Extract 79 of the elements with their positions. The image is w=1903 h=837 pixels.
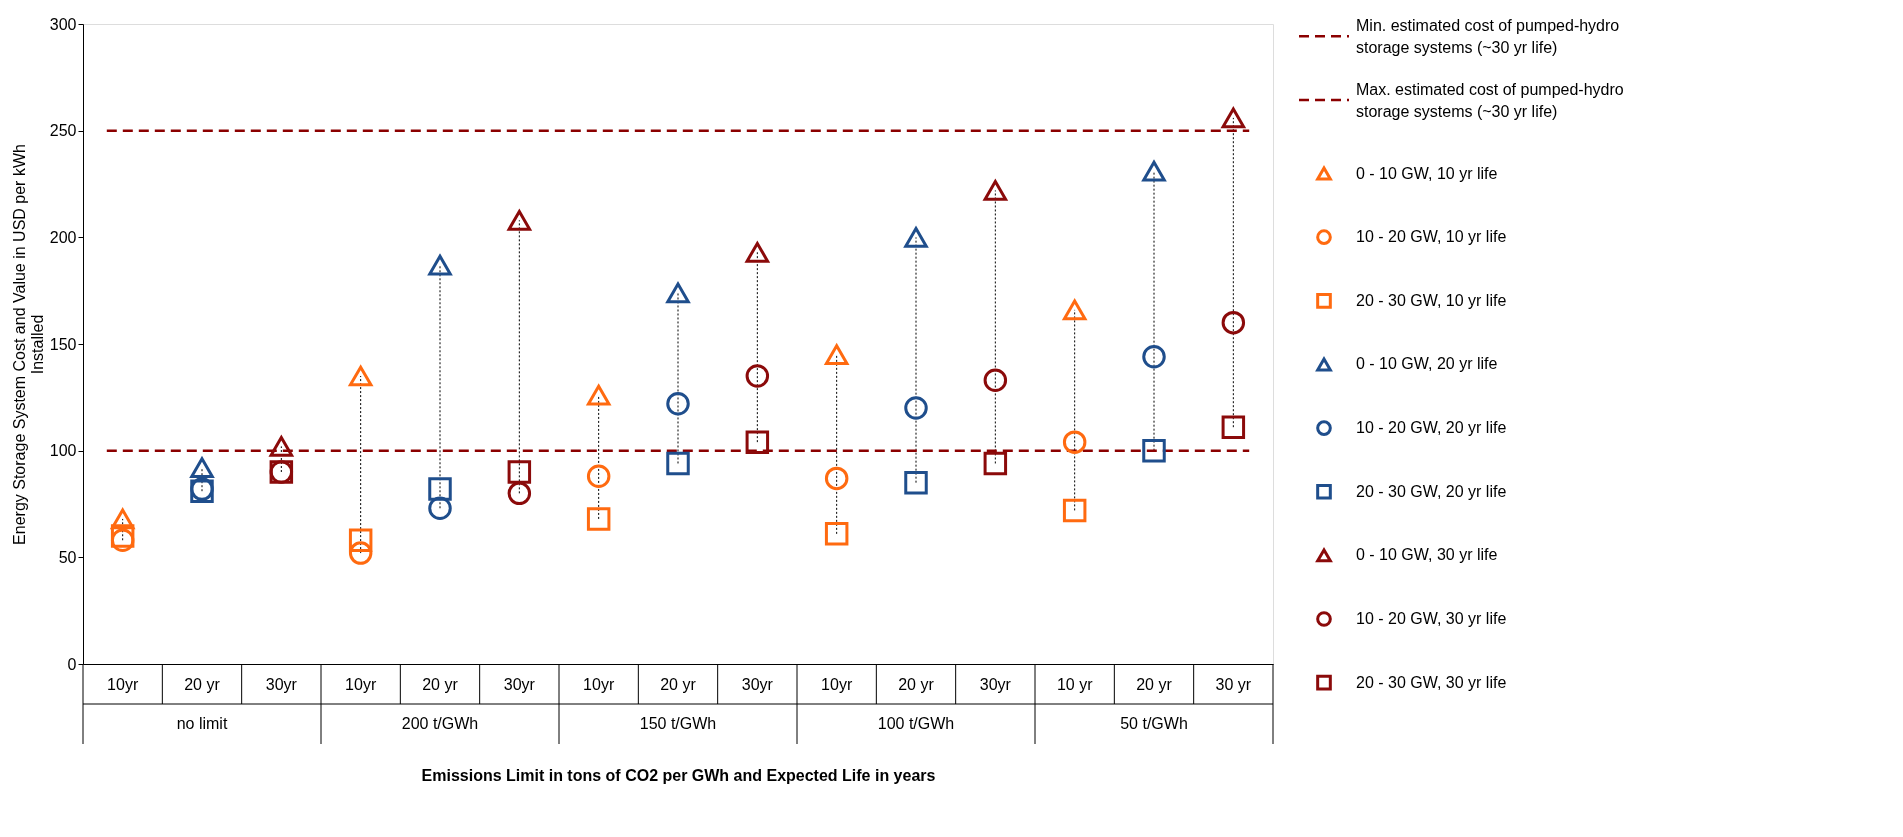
- text: no limit: [176, 715, 228, 732]
- point: [586, 464, 611, 488]
- point: [666, 451, 690, 476]
- point: [824, 466, 849, 491]
- y-tick-label: 150: [49, 335, 77, 353]
- point: [904, 396, 928, 420]
- x-tick-label: 10yr: [583, 675, 615, 693]
- point: [428, 254, 452, 276]
- text: 150 t/GWh: [639, 715, 717, 732]
- x-tick-label: 20 yr: [1136, 675, 1173, 693]
- point: [666, 392, 690, 416]
- point: [348, 365, 373, 387]
- y-axis-title: Energy Storage System Cost and Value in USD per kWh Installed: [10, 144, 46, 545]
- y-tick-label: 250: [49, 122, 77, 140]
- point: [904, 226, 928, 248]
- point: [1221, 107, 1246, 129]
- legend-label: 20 - 30 GW, 10 yr life: [1356, 291, 1507, 309]
- x-tick-label: 30yr: [503, 675, 536, 693]
- legend-label: 20 - 30 GW, 20 yr life: [1356, 482, 1507, 500]
- point: [1142, 438, 1166, 463]
- legend-label: 10 - 20 GW, 20 yr life: [1356, 419, 1507, 437]
- point: [348, 541, 373, 565]
- legend-label: 0 - 10 GW, 30 yr life: [1356, 546, 1498, 564]
- point: [1221, 415, 1246, 439]
- y-tick-label: 50: [58, 548, 77, 566]
- text: 100 t/GWh: [877, 715, 955, 732]
- x-tick-label: 20 yr: [422, 675, 459, 693]
- point: [983, 368, 1008, 392]
- x-tick-label: 10yr: [107, 675, 139, 693]
- x-tick-label: 30yr: [979, 675, 1012, 693]
- point: [904, 470, 928, 495]
- legend-label: 10 - 20 GW, 30 yr life: [1356, 610, 1507, 627]
- legend-label: 10 - 20 GW, 10 yr life: [1356, 228, 1507, 246]
- point: [1142, 345, 1166, 369]
- point: [586, 384, 611, 406]
- point: [110, 508, 135, 530]
- point: [824, 522, 849, 546]
- legend-label: Max. estimated cost of pumped-hydro storage systems (~30 yr life): [1356, 80, 1624, 120]
- point: [1142, 160, 1166, 182]
- point: [507, 481, 532, 506]
- x-tick-label: 10yr: [821, 675, 853, 693]
- text: 50 t/GWh: [1120, 715, 1188, 732]
- point: [983, 180, 1008, 201]
- legend-label: 0 - 10 GW, 20 yr life: [1356, 355, 1498, 373]
- point: [666, 282, 690, 304]
- y-tick-label: 300: [49, 15, 77, 33]
- point: [1221, 310, 1246, 335]
- point: [983, 451, 1008, 476]
- point: [428, 496, 452, 520]
- point: [745, 241, 770, 263]
- point: [348, 528, 373, 553]
- point: [190, 457, 214, 479]
- point: [507, 460, 532, 484]
- point: [586, 507, 611, 531]
- legend-label: 20 - 30 GW, 30 yr life: [1356, 673, 1507, 691]
- point: [1062, 430, 1087, 454]
- legend-label: Min. estimated cost of pumped-hydro storage systems (~30 yr life): [1356, 17, 1620, 57]
- point: [269, 436, 294, 457]
- text: 200 t/GWh: [401, 715, 479, 732]
- point: [745, 430, 770, 454]
- x-tick-label: 10yr: [345, 675, 377, 693]
- x-axis-title: Emissions Limit in tons of CO2 per GWh and Expected Life in years: [421, 766, 936, 784]
- x-tick-label: 20 yr: [184, 675, 221, 693]
- y-tick-label: 100: [49, 442, 77, 460]
- point: [428, 477, 452, 501]
- y-tick-label: 200: [49, 228, 77, 246]
- x-tick-label: 20 yr: [898, 675, 935, 693]
- legend-label: 0 - 10 GW, 10 yr life: [1356, 164, 1498, 182]
- x-tick-label: 30 yr: [1215, 675, 1252, 693]
- point: [507, 209, 532, 231]
- x-tick-label: 30yr: [741, 675, 774, 693]
- x-tick-label: 30yr: [265, 675, 298, 693]
- point: [824, 344, 849, 366]
- point: [1062, 299, 1087, 321]
- point: [745, 364, 770, 388]
- y-tick-label: 0: [67, 655, 77, 673]
- x-tick-label: 10 yr: [1056, 675, 1094, 693]
- x-tick-label: 20 yr: [660, 675, 697, 693]
- point: [1062, 498, 1087, 523]
